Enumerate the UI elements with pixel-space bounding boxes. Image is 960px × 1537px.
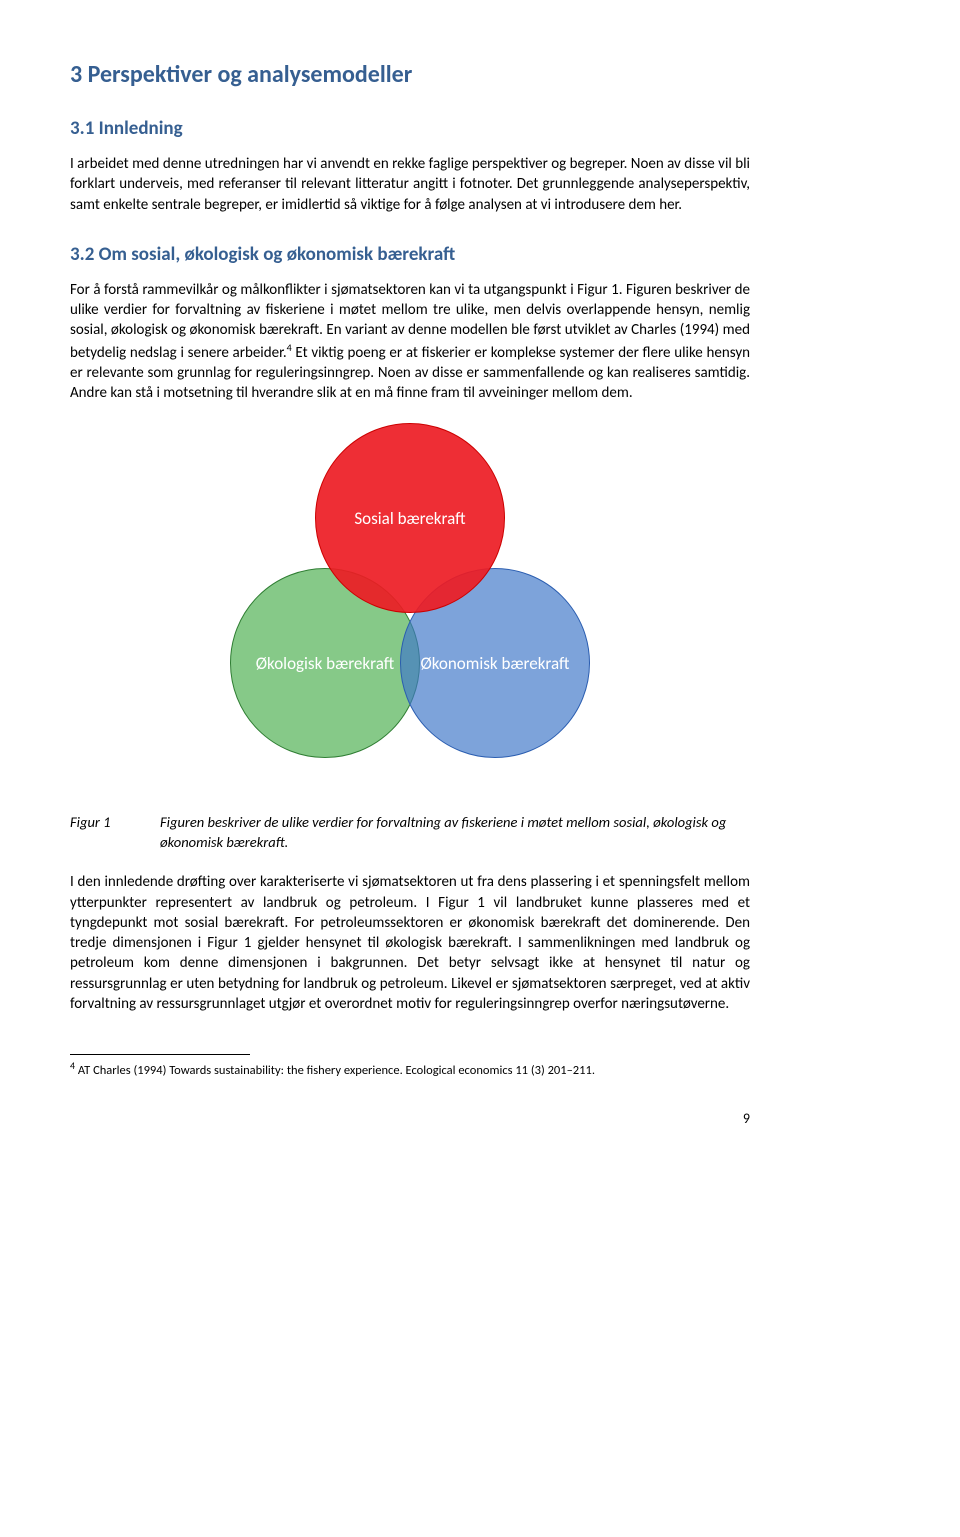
venn-label-ecological: Økologisk bærekraft [256,653,394,674]
paragraph-discussion: I den innledende drøfting over karakteri… [70,872,750,1014]
figure-label: Figur 1 [70,813,160,852]
venn-diagram: Økologisk bærekraft Økonomisk bærekraft … [210,423,610,783]
venn-label-social: Sosial bærekraft [354,508,465,529]
footnote-text: AT Charles (1994) Towards sustainability… [75,1063,595,1078]
paragraph-sustainability: For å forstå rammevilkår og målkonflikte… [70,280,750,404]
venn-label-economic: Økonomisk bærekraft [420,653,569,674]
figure-caption-text: Figuren beskriver de ulike verdier for f… [160,813,750,852]
heading-section-sustainability: 3.2 Om sosial, økologisk og økonomisk bæ… [70,243,750,266]
heading-chapter: 3 Perspektiver og analysemodeller [70,60,750,89]
venn-circle-social: Sosial bærekraft [315,423,505,613]
heading-section-intro: 3.1 Innledning [70,117,750,140]
page-number: 9 [70,1110,750,1127]
footnote-separator [70,1054,250,1055]
footnote-4: 4 AT Charles (1994) Towards sustainabili… [70,1059,750,1079]
paragraph-intro: I arbeidet med denne utredningen har vi … [70,154,750,215]
figure-caption: Figur 1 Figuren beskriver de ulike verdi… [70,813,750,852]
